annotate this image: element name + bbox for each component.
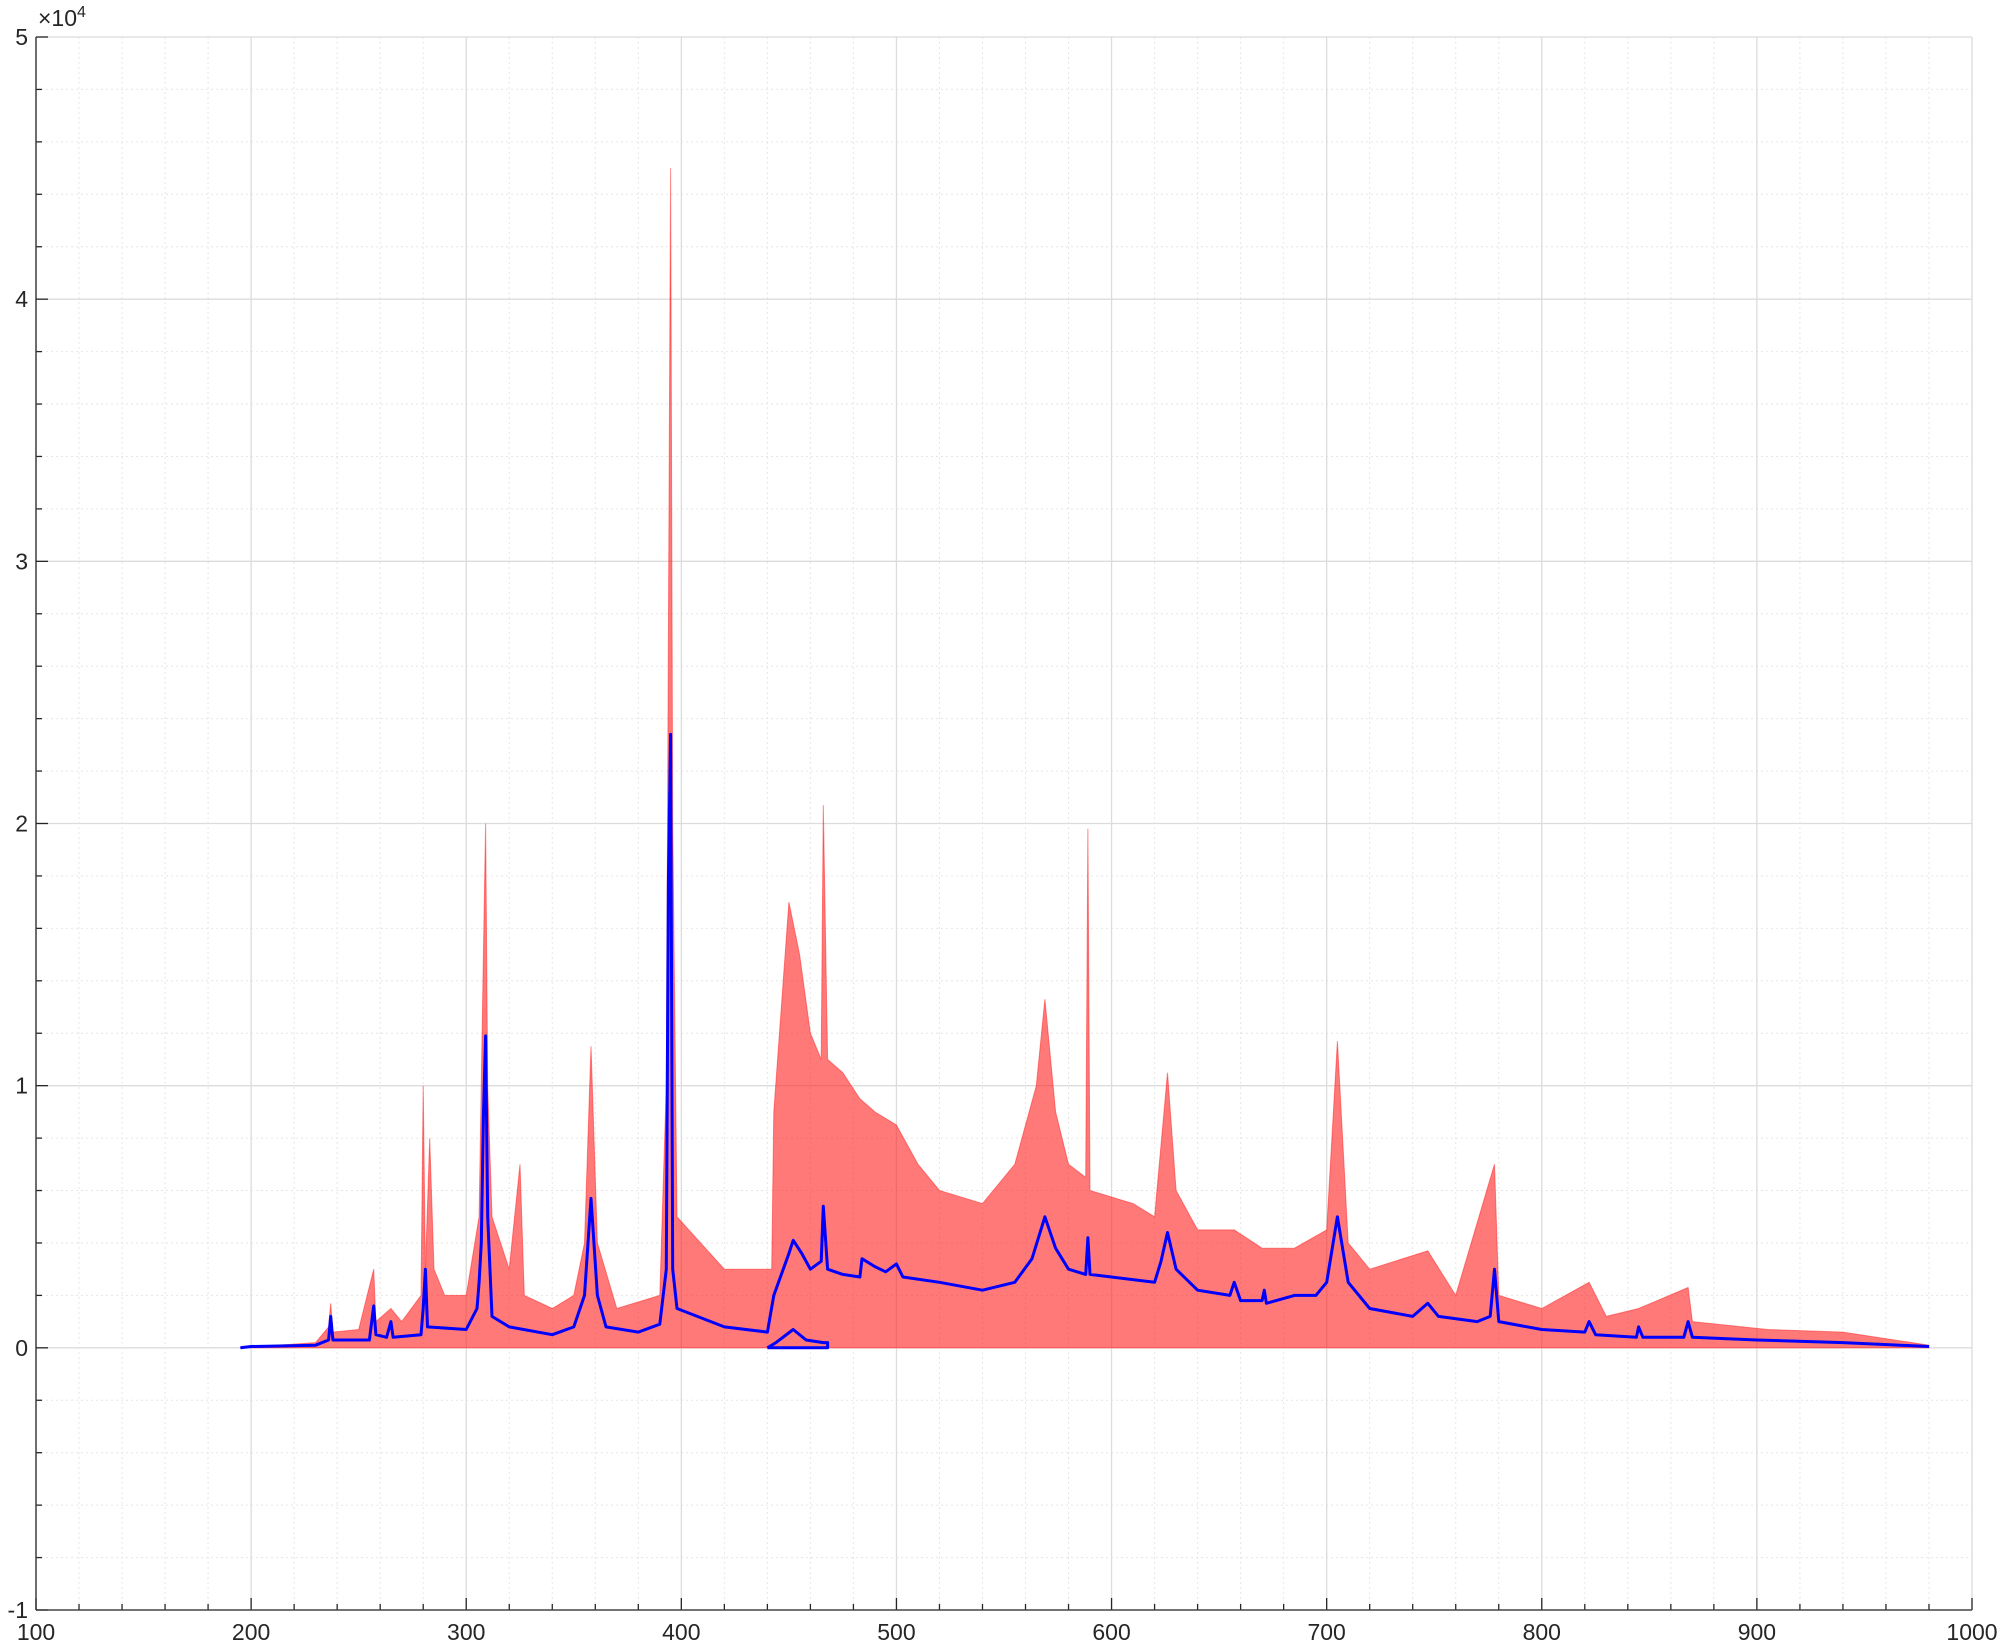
y-tick-label: 0 — [15, 1335, 28, 1361]
x-tick-label: 900 — [1738, 1619, 1776, 1645]
y-tick-label: 5 — [15, 24, 28, 50]
y-multiplier-base: ×10 — [38, 5, 77, 31]
y-tick-label: 1 — [15, 1073, 28, 1099]
line — [766, 1328, 830, 1350]
y-multiplier: ×104 — [38, 4, 86, 31]
x-tick-label: 200 — [232, 1619, 270, 1645]
x-tick-label: 800 — [1523, 1619, 1561, 1645]
x-tick-label: 100 — [17, 1619, 55, 1645]
y-multiplier-exponent: 4 — [77, 4, 86, 21]
line — [240, 732, 1930, 1350]
x-tick-label: 300 — [447, 1619, 485, 1645]
x-tick-label: 400 — [662, 1619, 700, 1645]
x-tick-label: 1000 — [1946, 1619, 1997, 1645]
y-tick-label: 3 — [15, 548, 28, 574]
x-tick-label: 700 — [1307, 1619, 1345, 1645]
x-tick-label: 600 — [1092, 1619, 1130, 1645]
y-tick-label: 4 — [15, 286, 28, 312]
y-tick-label: 2 — [15, 811, 28, 837]
area — [239, 168, 1930, 1349]
y-tick-label: -1 — [8, 1597, 28, 1623]
x-tick-label: 500 — [877, 1619, 915, 1645]
